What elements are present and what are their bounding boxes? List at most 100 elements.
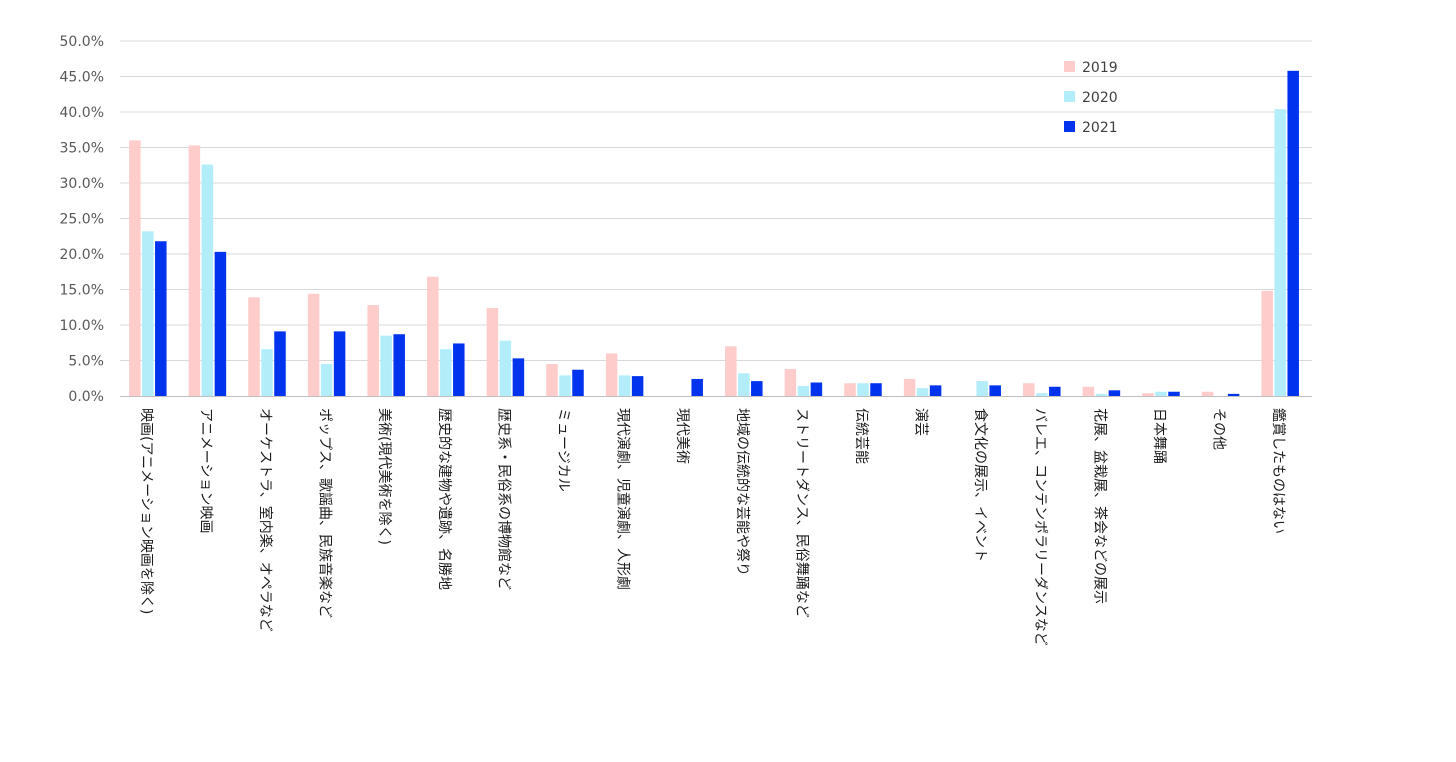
bar-2020-1 <box>142 231 154 396</box>
category-label: 花展、盆栽展、茶会などの展示 <box>1091 408 1107 604</box>
bar-2019-14 <box>903 378 916 396</box>
bar-2020-3 <box>261 349 273 396</box>
bar-2021-6 <box>453 343 465 396</box>
bar-2019-12 <box>784 369 797 396</box>
bar-2021-16 <box>1049 386 1061 396</box>
category-label: 歴史的な建物や遺跡、名勝地 <box>436 408 452 590</box>
gridlines <box>120 40 1312 361</box>
bar-2019-18 <box>1142 393 1154 396</box>
bar-2019-8 <box>546 364 558 396</box>
y-tick-label: 10.0% <box>60 318 104 334</box>
legend-label-2021: 2021 <box>1082 120 1118 136</box>
bars <box>129 70 1299 396</box>
category-label: 食文化の展示、イベント <box>972 408 989 562</box>
bar-2020-7 <box>499 340 512 396</box>
bar-2019-11 <box>725 346 737 396</box>
y-tick-label: 45.0% <box>60 70 104 86</box>
bar-2019-19 <box>1201 391 1214 396</box>
category-label: 日本舞踊 <box>1151 408 1167 464</box>
y-tick-label: 25.0% <box>60 212 104 228</box>
bar-2021-12 <box>810 382 823 396</box>
category-label: 歴史系・民俗系の博物館など <box>495 408 512 590</box>
bar-2021-11 <box>751 381 763 396</box>
bar-2020-11 <box>738 373 750 396</box>
y-tick-label: 15.0% <box>60 283 104 299</box>
bar-2019-7 <box>486 307 499 396</box>
bar-2020-13 <box>857 383 869 396</box>
category-label: 現代美術 <box>674 408 690 464</box>
category-label: 鑑賞したものはない <box>1270 408 1287 534</box>
legend-swatch-2020 <box>1064 91 1075 102</box>
category-label: 現代演劇、児童演劇、人形劇 <box>615 408 632 590</box>
bar-2019-4 <box>307 293 320 396</box>
bar-2021-15 <box>989 385 1001 396</box>
category-label: 美術(現代美術を除く) <box>376 408 392 545</box>
legend-swatch-2021 <box>1064 121 1075 132</box>
y-tick-label: 5.0% <box>68 354 104 370</box>
bar-2020-15 <box>976 381 988 396</box>
y-tick-label: 40.0% <box>60 105 104 121</box>
bar-2020-14 <box>916 388 929 396</box>
category-label: 地域の伝統的な芸能や祭り <box>734 408 750 576</box>
category-label: 伝統芸能 <box>853 408 869 464</box>
bar-2019-16 <box>1023 383 1035 396</box>
bar-2020-18 <box>1155 391 1167 396</box>
y-tick-label: 30.0% <box>60 176 104 192</box>
bar-2021-9 <box>631 376 644 396</box>
bar-2019-2 <box>188 145 201 396</box>
bar-2020-6 <box>440 349 452 396</box>
category-label: 映画(アニメーション映画を除く) <box>138 408 154 614</box>
category-label: ストリートダンス、民俗舞踊など <box>793 408 809 618</box>
bar-2021-10 <box>691 378 703 396</box>
bar-2020-9 <box>618 375 631 396</box>
bar-2021-7 <box>512 358 525 396</box>
bar-2019-5 <box>367 305 379 396</box>
category-label: バレエ、コンテンポラリーダンスなど <box>1032 408 1048 646</box>
bar-2019-6 <box>427 276 439 396</box>
bar-2020-2 <box>201 164 214 396</box>
y-tick-label: 20.0% <box>60 247 104 263</box>
category-label: ポップス、歌謡曲、民族音楽など <box>317 408 334 618</box>
bar-2019-3 <box>248 297 260 396</box>
category-label: オーケストラ、室内楽、オペラなど <box>257 408 274 632</box>
legend: 2019 2020 2021 <box>1064 60 1118 136</box>
category-label: 演芸 <box>913 408 929 436</box>
bar-2021-4 <box>333 331 346 396</box>
category-label: その他 <box>1211 408 1227 450</box>
legend-label-2019: 2019 <box>1082 60 1118 76</box>
bar-2021-2 <box>214 251 227 396</box>
bar-2021-13 <box>870 383 882 396</box>
bar-2021-19 <box>1227 393 1240 396</box>
bar-2021-18 <box>1168 391 1180 396</box>
category-label: アニメーション映画 <box>197 408 213 533</box>
legend-swatch-2019 <box>1064 61 1075 72</box>
y-tick-label: 50.0% <box>60 34 104 50</box>
bar-2019-9 <box>605 353 618 396</box>
category-labels: 映画(アニメーション映画を除く) アニメーション映画 オーケストラ、室内楽、オペラな… <box>138 408 1287 646</box>
bar-2019-20 <box>1261 290 1273 396</box>
bar-2020-20 <box>1274 109 1286 396</box>
bar-2019-1 <box>129 140 141 396</box>
bar-2021-17 <box>1108 390 1121 396</box>
bar-2019-17 <box>1082 386 1095 396</box>
legend-label-2020: 2020 <box>1082 90 1118 106</box>
bar-2021-8 <box>572 369 584 396</box>
bar-2019-13 <box>844 383 856 396</box>
bar-2021-14 <box>929 385 942 396</box>
bar-2020-12 <box>797 386 810 396</box>
category-label: ミュージカル <box>555 408 571 492</box>
bar-2020-8 <box>559 375 571 396</box>
bar-2020-5 <box>380 335 392 396</box>
y-axis-tick-labels: 0.0% 5.0% 10.0% 15.0% 20.0% 25.0% 30.0% 35.0% 40… <box>60 34 104 405</box>
bar-2021-3 <box>274 331 286 396</box>
y-tick-label: 0.0% <box>68 389 104 405</box>
y-tick-label: 35.0% <box>60 141 104 157</box>
bar-2020-4 <box>320 364 333 396</box>
bar-2020-17 <box>1095 393 1108 396</box>
bar-2021-20 <box>1287 70 1299 396</box>
bar-2021-1 <box>155 241 167 396</box>
bar-2020-16 <box>1036 393 1048 396</box>
bar-2021-5 <box>393 334 405 396</box>
